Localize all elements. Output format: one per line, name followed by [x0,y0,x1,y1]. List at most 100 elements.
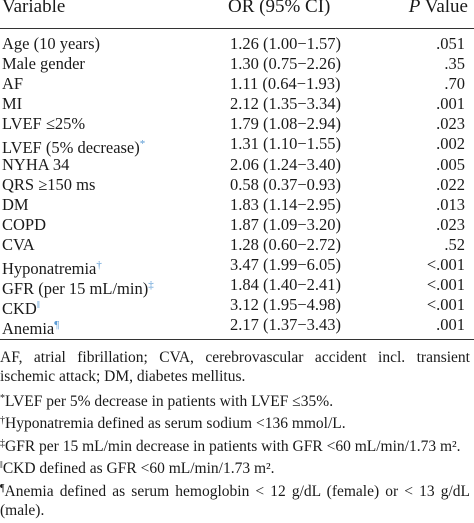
cell-variable: DM [2,195,29,215]
cell-variable: LVEF ≤25% [2,114,85,134]
variable-label: MI [2,94,23,114]
footnote-text: CKD defined as GFR <60 mL/min/1.73 m². [2,460,275,477]
cell-p-value: .35 [444,54,465,74]
header-variable: Variable [2,0,66,17]
bottom-rule [0,338,474,340]
cell-or: 2.06 (1.24−3.40) [230,154,342,174]
cell-p-value: .023 [436,214,465,234]
variable-label: CVA [2,234,35,254]
cell-or: 1.30 (0.75−2.26) [230,54,342,74]
variable-label: CKD [2,299,37,319]
cell-or: 1.84 (1.40−2.41) [230,275,342,295]
footnote-mark: ‡ [0,437,5,449]
footnote-text: GFR per 15 mL/min decrease in patients w… [5,437,461,455]
cell-or: 3.12 (1.95−4.98) [230,295,342,315]
table-row: COPD 1.87 (1.09−3.20) .023 [0,215,474,235]
cell-or: 1.83 (1.14−2.95) [230,194,342,214]
cell-or: 1.79 (1.08−2.94) [230,114,342,134]
cell-p-value: .051 [436,34,465,53]
variable-label: Age (10 years) [2,34,101,53]
footnote-marker: † [96,259,102,272]
variable-label: Male gender [2,54,85,74]
cell-p-value: .013 [436,194,465,214]
variable-label: COPD [2,214,47,234]
cell-variable: QRS ≥150 ms [2,175,95,195]
cell-p-value: .022 [436,174,465,194]
table-row: Male gender 1.30 (0.75−2.26) .35 [0,54,474,74]
header-or: OR (95% CI) [228,0,331,17]
footnote-marker: ‡ [148,279,154,292]
header-p-suffix: Value [420,0,468,17]
table-row: GFR (per 15 mL/min)‡ 1.84 (1.40−2.41) <.00… [0,275,474,298]
cell-variable: CKD‖ [2,295,40,319]
table-row: CVA 1.28 (0.60−2.72) .52 [0,235,474,255]
footnote-text: LVEF per 5% decrease in patients with LV… [5,392,334,410]
cell-or: 0.58 (0.37−0.93) [230,174,342,194]
cell-or: 2.12 (1.35−3.34) [230,94,342,114]
footnote-gfr: ‡GFR per 15 mL/min decrease in patients … [0,434,470,457]
variable-label: LVEF ≤25% [2,114,86,134]
cell-p-value: .002 [436,134,465,154]
table-row: CKD‖ 3.12 (1.95−4.98) <.001 [0,295,474,318]
table-row: LVEF (5% decrease)* 1.31 (1.10−1.55) .002 [0,134,474,157]
table-row: MI 2.12 (1.35−3.34) .001 [0,94,474,114]
table-row: Anemia¶ 2.17 (1.37−3.43) .001 [0,315,474,338]
cell-variable: MI [2,94,22,114]
footnote-text: Hyponatremia defined as serum sodium <13… [5,415,346,432]
cell-p-value: .52 [444,234,465,254]
variable-label: Anemia [2,319,55,339]
footnote-anemia: ¶Anemia defined as serum hemoglobin < 12… [0,479,470,521]
cell-or: 2.17 (1.37−3.43) [230,315,342,335]
cell-variable: Anemia¶ [2,315,59,339]
cell-variable: CVA [2,235,35,255]
cell-p-value: .001 [436,94,465,114]
table-row: AF 1.11 (0.64−1.93) .70 [0,74,474,94]
variable-label: LVEF (5% decrease) [2,138,140,158]
cell-p-value: .005 [436,154,465,174]
cell-p-value: <.001 [426,295,465,315]
variable-label: Hyponatremia [2,259,97,279]
table-body: Age (10 years) 1.26 (1.00−1.57) .051 Male g… [0,34,474,338]
cell-or: 1.26 (1.00−1.57) [230,34,342,53]
cell-variable: GFR (per 15 mL/min)‡ [2,275,154,299]
header-p-label: P [408,0,421,17]
footnote-ckd: ‖CKD defined as GFR <60 mL/min/1.73 m². [0,456,470,479]
cell-p-value: <.001 [426,255,465,275]
cell-variable: Hyponatremia† [2,255,102,279]
cell-variable: LVEF (5% decrease)* [2,134,145,158]
footnotes: AF, atrial fibrillation; CVA, cerebrovas… [0,348,470,523]
footnote-abbrev: AF, atrial fibrillation; CVA, cerebrovas… [0,348,470,386]
variable-label: AF [2,74,24,94]
table-row: QRS ≥150 ms 0.58 (0.37−0.93) .022 [0,175,474,195]
footnote-lvef: *LVEF per 5% decrease in patients with L… [0,389,470,412]
table-row: DM 1.83 (1.14−2.95) .013 [0,195,474,215]
cell-variable: COPD [2,215,46,235]
cell-p-value: .023 [436,114,465,134]
footnote-hyponatremia: †Hyponatremia defined as serum sodium <1… [0,411,470,434]
footnote-mark: † [0,415,5,426]
table-row: NYHA 34 2.06 (1.24−3.40) .005 [0,155,474,175]
cell-variable: AF [2,74,23,94]
variable-label: NYHA 34 [2,154,70,174]
header-rule [0,28,474,29]
cell-variable: NYHA 34 [2,155,69,175]
cell-or: 1.11 (0.64−1.93) [230,74,341,94]
cell-p-value: .70 [444,74,465,94]
cell-or: 3.47 (1.99−6.05) [230,255,342,275]
variable-label: DM [2,194,29,214]
cell-variable: Male gender [2,54,85,74]
variable-label: QRS ≥150 ms [2,174,96,194]
cell-p-value: .001 [436,315,465,335]
footnote-marker: * [139,138,146,151]
table-header: Variable OR (95% CI) P Value [0,0,474,22]
table-row: Age (10 years) 1.26 (1.00−1.57) .051 [0,34,474,54]
footnote-marker: ‖ [36,299,40,312]
footnote-marker: ¶ [54,319,60,332]
cell-or: 1.31 (1.10−1.55) [230,134,342,154]
header-p-value: P Value [409,0,468,18]
footnote-mark: * [0,392,5,404]
variable-label: GFR (per 15 mL/min) [2,279,149,299]
cell-p-value: <.001 [426,275,465,295]
footnote-text: Anemia defined as serum hemoglobin < 12 … [0,482,470,520]
